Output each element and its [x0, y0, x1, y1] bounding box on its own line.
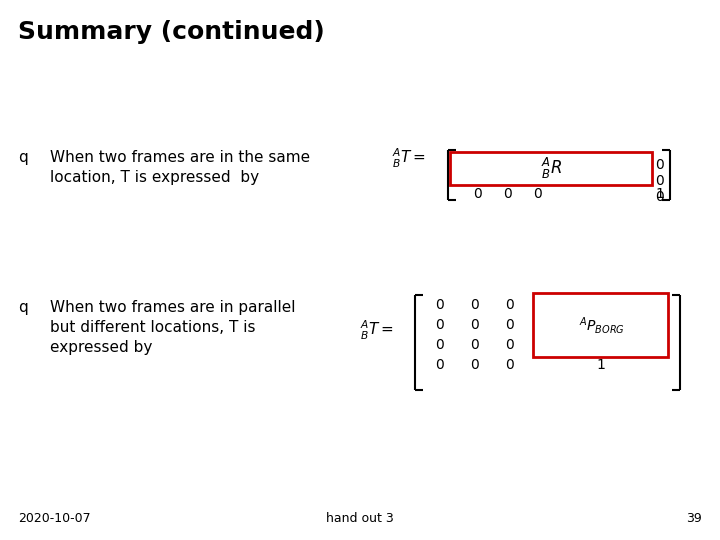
- Text: $\,^A_BT=$: $\,^A_BT=$: [390, 146, 426, 170]
- Text: $0$: $0$: [470, 358, 480, 372]
- Text: $\,^A_BR$: $\,^A_BR$: [539, 156, 562, 181]
- Text: $1$: $1$: [595, 358, 606, 372]
- Text: $0$: $0$: [505, 298, 515, 312]
- Text: $0$: $0$: [473, 187, 483, 201]
- Text: q: q: [18, 300, 28, 315]
- Bar: [533, 293, 668, 357]
- Text: $\,^A_BT=$: $\,^A_BT=$: [358, 319, 394, 342]
- Text: $0$: $0$: [505, 338, 515, 352]
- Text: $0$: $0$: [655, 158, 665, 172]
- Text: $0$: $0$: [533, 187, 543, 201]
- Text: Summary (continued): Summary (continued): [18, 20, 325, 44]
- Text: hand out 3: hand out 3: [326, 512, 394, 525]
- Text: $0$: $0$: [505, 318, 515, 332]
- Text: 39: 39: [686, 512, 702, 525]
- Text: $0$: $0$: [435, 338, 445, 352]
- Text: $0$: $0$: [655, 190, 665, 204]
- Text: $0$: $0$: [470, 318, 480, 332]
- Text: When two frames are in the same: When two frames are in the same: [50, 150, 310, 165]
- Text: $0$: $0$: [470, 338, 480, 352]
- Bar: [450, 152, 652, 185]
- Text: but different locations, T is: but different locations, T is: [50, 320, 256, 335]
- Text: location, T is expressed  by: location, T is expressed by: [50, 170, 259, 185]
- Text: $0$: $0$: [470, 298, 480, 312]
- Text: $\,^AP_{BORG}$: $\,^AP_{BORG}$: [577, 314, 624, 335]
- Text: 2020-10-07: 2020-10-07: [18, 512, 91, 525]
- Text: $0$: $0$: [435, 318, 445, 332]
- Text: q: q: [18, 150, 28, 165]
- Text: expressed by: expressed by: [50, 340, 153, 355]
- Text: $0$: $0$: [505, 358, 515, 372]
- Text: When two frames are in parallel: When two frames are in parallel: [50, 300, 295, 315]
- Text: $0$: $0$: [435, 358, 445, 372]
- Text: $0$: $0$: [503, 187, 513, 201]
- Text: $0$: $0$: [655, 174, 665, 188]
- Text: $0$: $0$: [435, 298, 445, 312]
- Text: $1$: $1$: [655, 187, 665, 201]
